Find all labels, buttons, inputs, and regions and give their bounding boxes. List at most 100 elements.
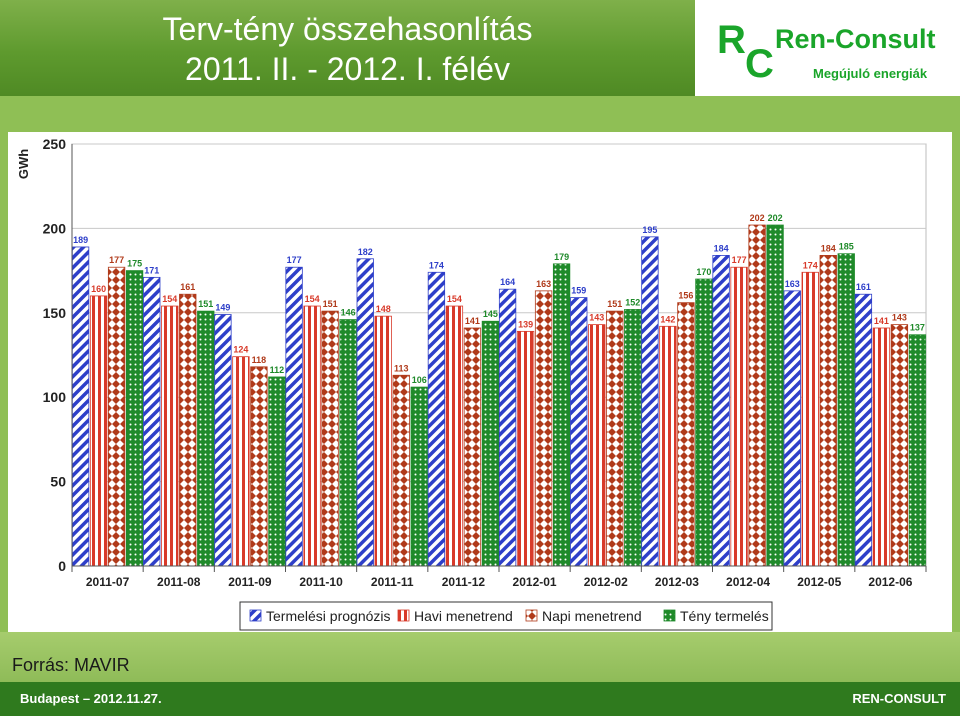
legend-swatch — [397, 609, 410, 622]
bar — [872, 327, 891, 567]
bar — [107, 266, 126, 567]
data-label: 163 — [536, 279, 551, 289]
bar — [232, 356, 250, 567]
data-label: 112 — [270, 365, 285, 375]
data-label: 202 — [768, 213, 783, 223]
bars-layer — [71, 224, 927, 567]
bar — [570, 297, 588, 567]
data-label: 195 — [642, 225, 657, 235]
bar — [392, 374, 410, 567]
bar — [125, 270, 144, 567]
bar — [268, 376, 286, 567]
data-label: 177 — [287, 255, 302, 265]
data-label: 118 — [252, 355, 267, 365]
x-tick-label: 2012-03 — [655, 575, 699, 589]
bar — [659, 325, 677, 567]
y-axis-label: GWh — [16, 149, 31, 179]
bar — [481, 320, 500, 567]
data-label: 154 — [162, 294, 177, 304]
bar — [766, 224, 784, 567]
data-label: 164 — [500, 277, 515, 287]
bar — [445, 305, 464, 567]
data-label: 137 — [910, 323, 925, 333]
data-label: 154 — [305, 294, 320, 304]
x-tick-label: 2012-02 — [584, 575, 628, 589]
legend-box — [239, 601, 773, 631]
data-label: 145 — [483, 309, 498, 319]
footer-location-date: Budapest – 2012.11.27. — [20, 691, 162, 706]
bar — [748, 224, 766, 567]
bar — [606, 310, 624, 567]
legend-label: Napi menetrend — [542, 608, 642, 624]
bar — [854, 293, 873, 567]
x-tick-label: 2011-07 — [86, 575, 130, 589]
slide-subtitle: 2011. II. - 2012. I. félév — [185, 51, 510, 87]
data-label: 177 — [732, 255, 747, 265]
data-label: 148 — [376, 304, 391, 314]
legend-label: Termelési prognózis — [266, 608, 391, 624]
data-label: 189 — [73, 235, 88, 245]
bar — [161, 305, 179, 567]
x-tick-label: 2012-04 — [726, 575, 770, 589]
legend-layer: Termelési prognózis Havi menetrend Napi me… — [239, 601, 773, 631]
legend-label: Havi menetrend — [414, 608, 513, 624]
footer-company: REN-CONSULT — [852, 691, 946, 706]
legend-swatch — [663, 609, 676, 622]
bar — [890, 324, 909, 567]
data-label: 185 — [839, 242, 854, 252]
bar — [303, 305, 321, 567]
bar — [179, 293, 197, 567]
bar — [801, 271, 819, 567]
logo-letter-r: R — [717, 18, 746, 62]
bar — [374, 315, 392, 567]
data-label: 163 — [785, 279, 800, 289]
data-label: 159 — [571, 286, 586, 296]
y-tick-label: 0 — [58, 558, 66, 574]
bar — [71, 246, 90, 567]
bottom-bar: Budapest – 2012.11.27. REN-CONSULT — [0, 682, 960, 716]
data-label: 160 — [91, 284, 106, 294]
bar — [250, 366, 268, 567]
x-tick-label: 2012-05 — [797, 575, 841, 589]
data-label: 113 — [394, 363, 409, 373]
y-tick-label: 100 — [43, 389, 67, 405]
data-label: 161 — [856, 282, 871, 292]
bar — [677, 302, 695, 567]
bar — [214, 314, 232, 567]
x-tick-label: 2011-08 — [157, 575, 201, 589]
data-label: 149 — [215, 302, 230, 312]
bar — [908, 334, 927, 567]
bar — [339, 319, 357, 567]
axis-layer: 0 50 100 150 200 250 GWh 2011-07 2011-08 2011-09 2… — [16, 136, 927, 589]
data-label: 124 — [233, 345, 248, 355]
bar — [427, 271, 446, 567]
bar — [463, 327, 482, 567]
bar — [837, 253, 855, 567]
x-tick-label: 2011-09 — [228, 575, 272, 589]
legend-label: Tény termelés — [680, 608, 769, 624]
grass-strip-left — [0, 96, 8, 636]
y-tick-label: 50 — [50, 474, 66, 490]
data-label: 143 — [589, 313, 604, 323]
x-tick-label: 2011-10 — [299, 575, 343, 589]
y-tick-label: 250 — [43, 136, 67, 152]
data-label: 143 — [892, 313, 907, 323]
bar — [624, 309, 642, 567]
bar — [285, 266, 303, 567]
data-label: 141 — [465, 316, 480, 326]
bar — [730, 266, 748, 567]
slide-title: Terv-tény összehasonlítás — [162, 11, 533, 47]
data-label: 182 — [358, 247, 373, 257]
y-tick-label: 150 — [43, 305, 67, 321]
data-label: 139 — [518, 319, 533, 329]
data-label: 142 — [660, 314, 675, 324]
data-label: 184 — [821, 243, 836, 253]
data-label: 156 — [678, 291, 693, 301]
bar — [695, 278, 713, 567]
legend-swatch — [525, 609, 538, 622]
bar — [783, 290, 801, 567]
y-tick-label: 200 — [43, 220, 67, 236]
bar — [712, 255, 730, 567]
logo-letter-c: C — [745, 42, 774, 86]
